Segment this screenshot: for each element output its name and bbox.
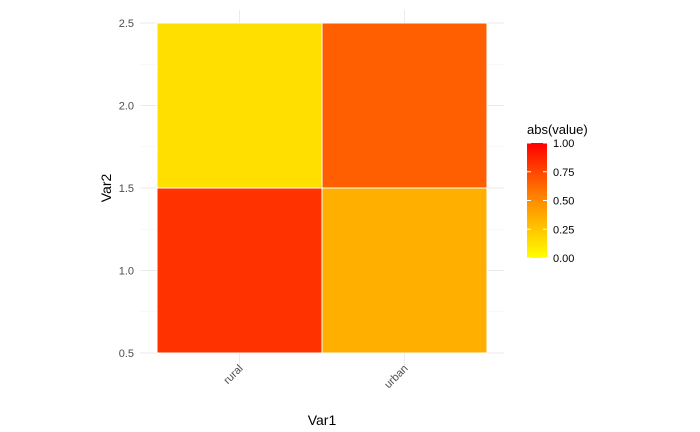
heatmap-cell-urban-2 bbox=[321, 22, 488, 189]
y-axis: 0.5 1.0 1.5 2.0 2.5 bbox=[119, 18, 134, 360]
legend: abs(value) 0.00 0.25 0.50 0.75 1.00 bbox=[527, 122, 588, 265]
legend-tick-label: 0.25 bbox=[553, 224, 574, 236]
legend-tick-label: 0.50 bbox=[553, 196, 574, 208]
cell-layer bbox=[156, 22, 488, 354]
heatmap-cell-rural-2 bbox=[156, 22, 323, 189]
y-tick-label: 1.0 bbox=[119, 266, 134, 278]
y-tick-label: 1.5 bbox=[119, 183, 134, 195]
y-axis-title: Var2 bbox=[98, 174, 114, 203]
legend-tick-label: 1.00 bbox=[553, 138, 574, 150]
legend-colorbar bbox=[527, 143, 547, 258]
y-tick-label: 2.5 bbox=[119, 18, 134, 30]
x-axis-title: Var1 bbox=[308, 412, 337, 428]
legend-title: abs(value) bbox=[527, 122, 588, 137]
legend-tick-label: 0.75 bbox=[553, 167, 574, 179]
x-tick-label: rural bbox=[222, 363, 246, 387]
heatmap-cell-urban-1 bbox=[321, 187, 488, 354]
y-tick-label: 2.0 bbox=[119, 101, 134, 113]
legend-ticks: 0.00 0.25 0.50 0.75 1.00 bbox=[527, 138, 574, 265]
legend-tick-label: 0.00 bbox=[553, 253, 574, 265]
x-tick-label: urban bbox=[382, 363, 410, 391]
y-tick-label: 0.5 bbox=[119, 348, 134, 360]
x-axis: rural urban bbox=[222, 363, 411, 391]
heatmap-cell-rural-1 bbox=[156, 187, 323, 354]
